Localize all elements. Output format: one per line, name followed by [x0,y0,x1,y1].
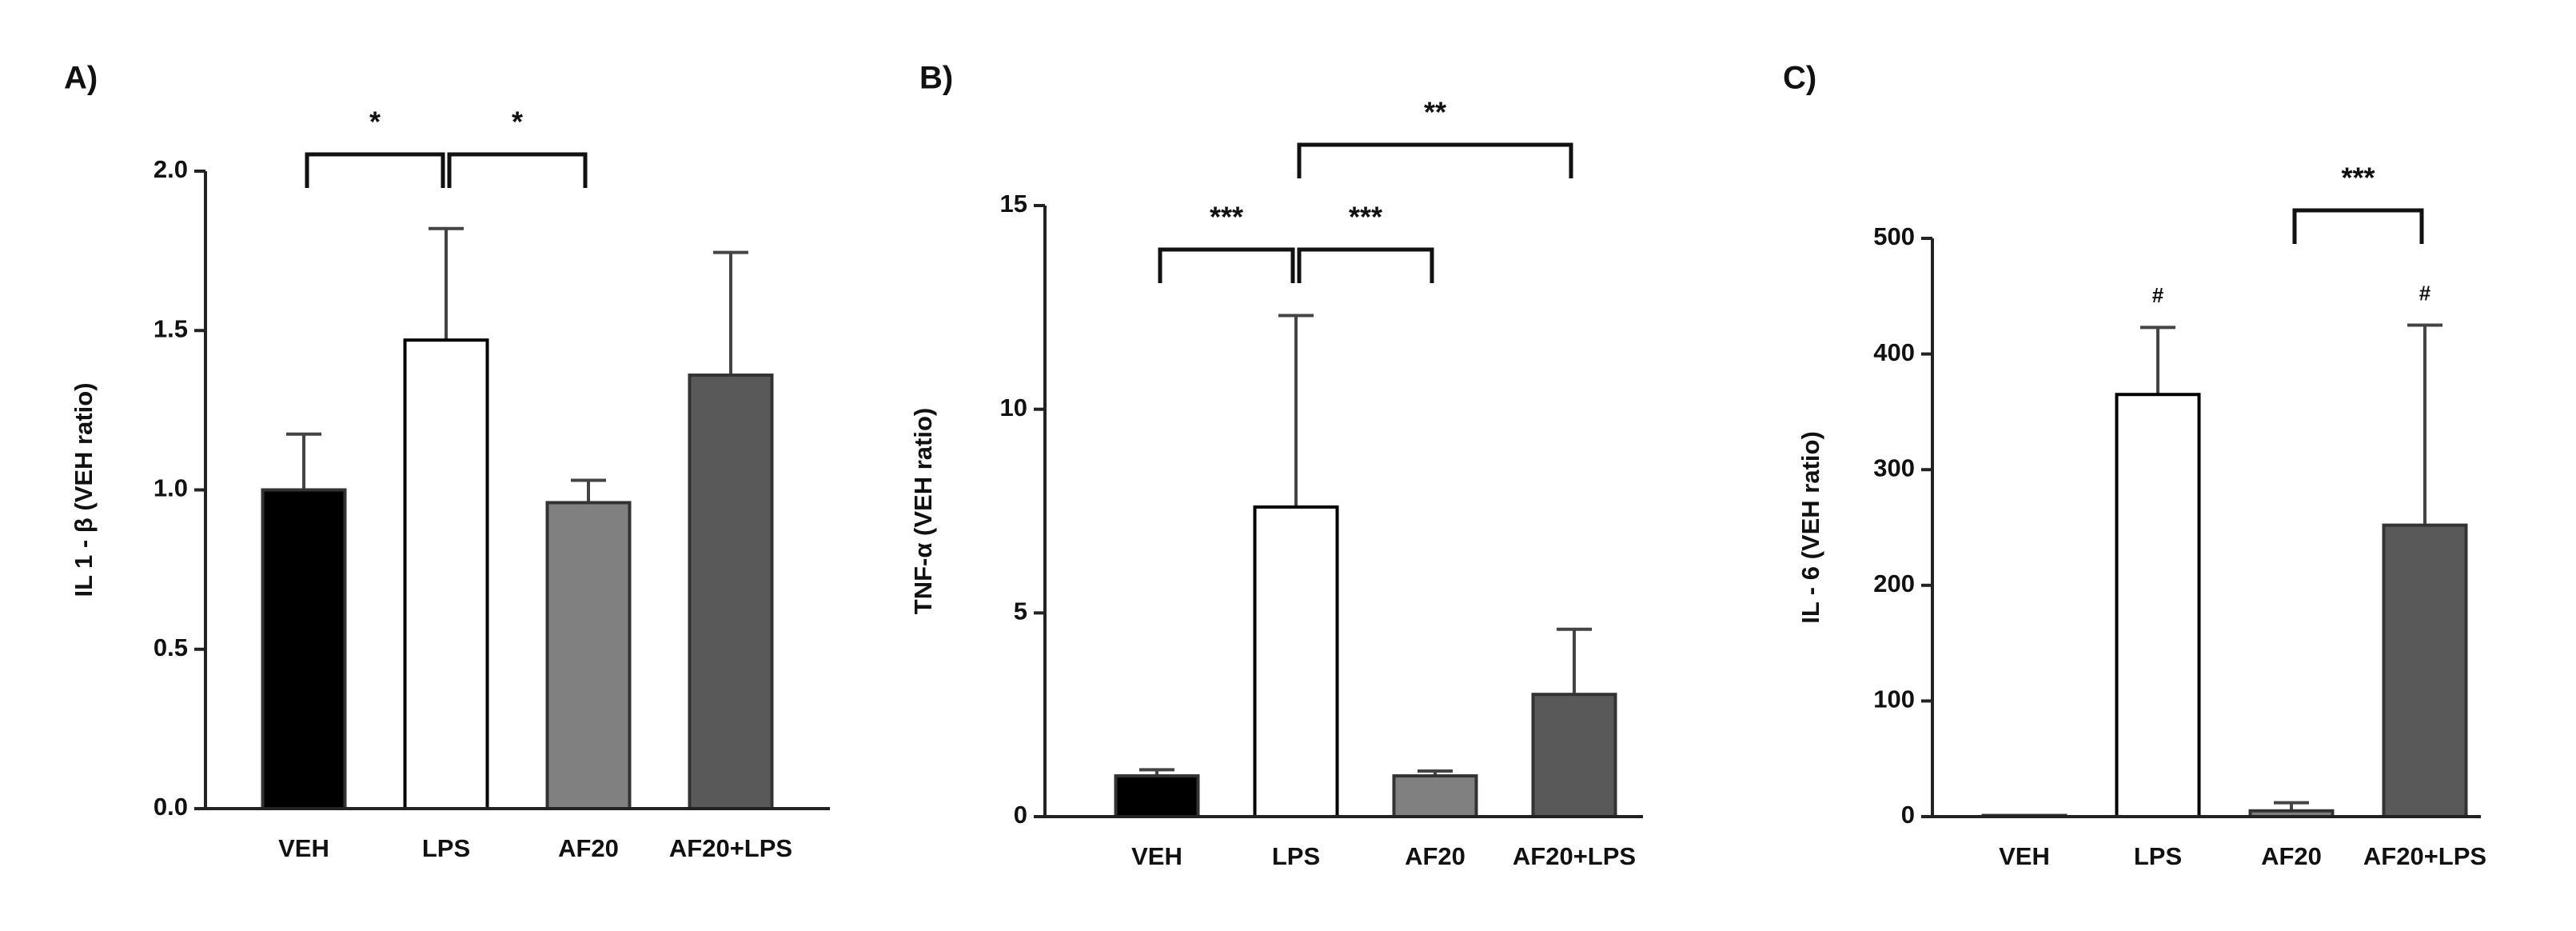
panel-label: B) [919,61,953,96]
panel-label: C) [1783,61,1816,96]
bar [1392,774,1478,818]
significance-label: * [369,106,381,138]
y-tick-label: 5 [1014,597,1027,625]
y-tick-label: 100 [1873,685,1915,713]
panel-label: A) [64,61,98,96]
y-tick-label: 1.5 [154,314,188,342]
x-tick-label: LPS [2134,842,2182,870]
bar [403,338,489,810]
x-tick-label: AF20 [2261,842,2322,870]
significance-bracket [447,152,588,188]
x-tick-label: AF20+LPS [2363,842,2486,870]
y-tick-label: 1.0 [154,474,188,502]
bar [1253,505,1339,818]
y-tick-label: 300 [1873,454,1915,481]
bar [1114,774,1200,818]
significance-label: *** [2341,162,2375,194]
x-tick-label: AF20 [558,834,619,862]
x-tick-label: LPS [1272,842,1320,870]
y-tick-label: 400 [1873,338,1915,366]
y-tick-label: 0 [1901,801,1915,829]
y-axis-title: TNF-α (VEH ratio) [909,408,937,614]
x-tick-label: AF20+LPS [669,834,792,862]
x-tick-label: LPS [422,834,470,862]
y-tick-label: 0.0 [154,793,188,821]
y-tick-label: 200 [1873,569,1915,597]
bar [2115,393,2201,818]
bar [2382,523,2468,818]
y-tick-label: 500 [1873,222,1915,250]
significance-bracket [1297,247,1434,283]
x-tick-label: VEH [278,834,329,862]
x-tick-label: AF20+LPS [1513,842,1636,870]
significance-bracket [2292,208,2424,244]
y-axis-title: IL - 6 (VEH ratio) [1796,431,1824,624]
bar [545,501,632,810]
bar [688,374,774,811]
y-tick-label: 2.0 [154,155,188,183]
significance-label: ** [1424,96,1446,129]
y-tick-label: 0 [1014,801,1027,829]
significance-bracket [1158,247,1295,283]
significance-label: *** [1349,201,1382,234]
significance-bracket [305,152,445,188]
bar [1531,693,1617,819]
y-axis-title: IL 1 - β (VEH ratio) [70,382,98,597]
y-tick-label: 0.5 [154,633,188,661]
x-tick-label: AF20 [1405,842,1465,870]
y-tick-label: 10 [1000,394,1027,422]
x-tick-label: VEH [1131,842,1182,870]
significance-bracket [1297,142,1573,178]
significance-label: *** [1210,201,1243,234]
x-tick-label: VEH [1999,842,2050,870]
hash-mark: # [2419,281,2431,305]
significance-label: * [512,106,523,138]
hash-mark: # [2152,283,2164,307]
bar [261,488,347,810]
y-tick-label: 15 [1000,190,1027,218]
